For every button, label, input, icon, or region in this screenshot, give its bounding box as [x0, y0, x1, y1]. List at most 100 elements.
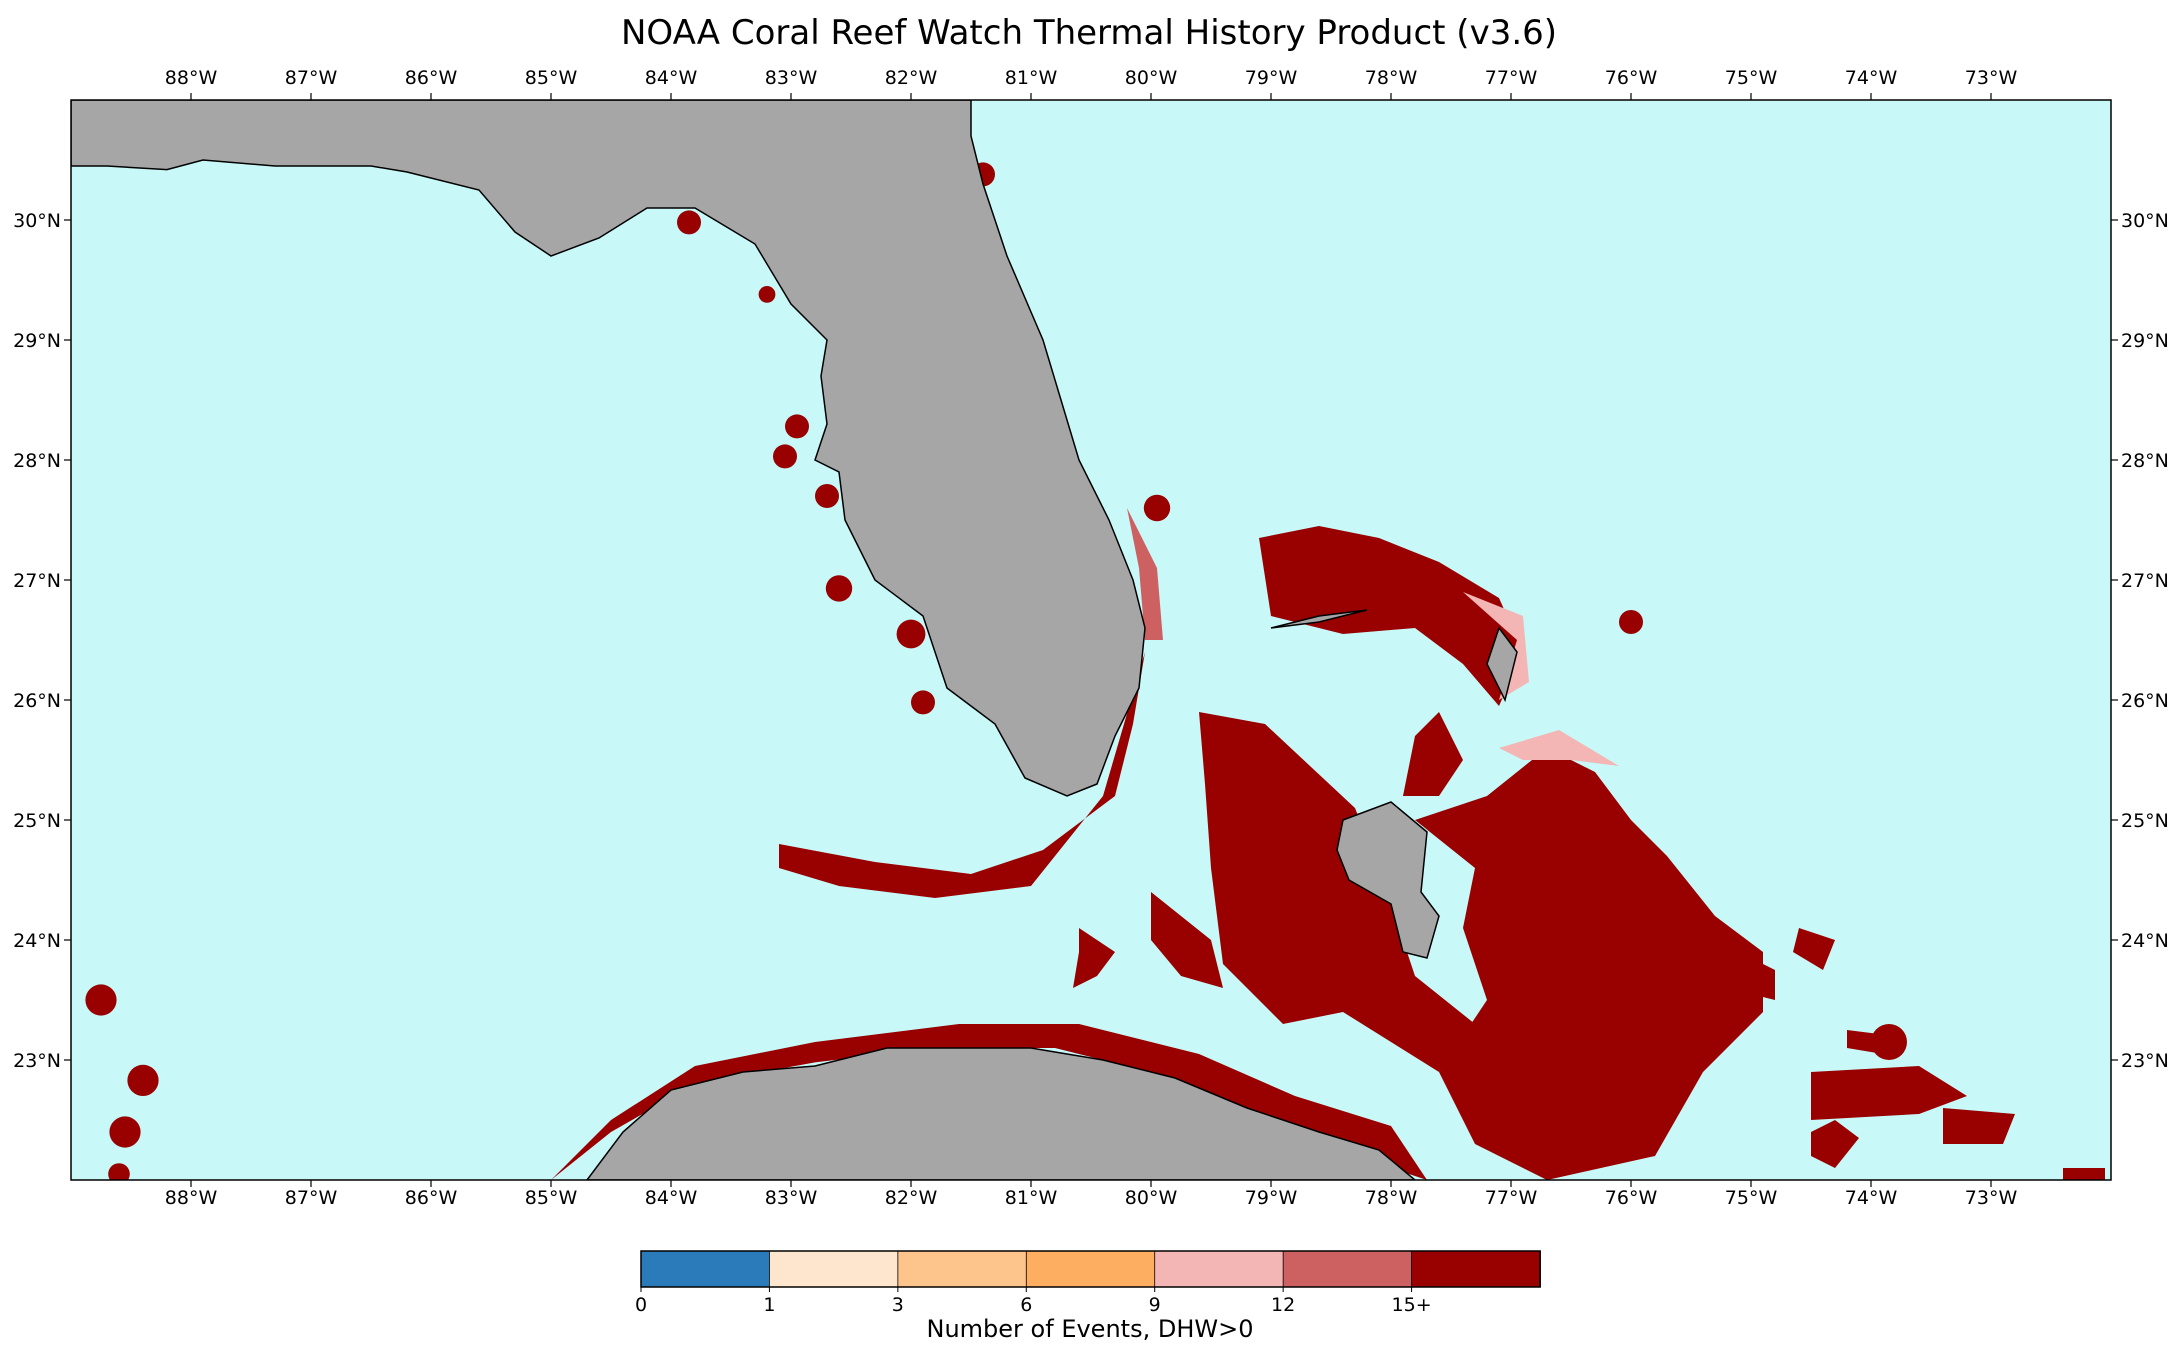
lon-tick-label-bottom: 73°W	[1965, 1187, 2018, 1209]
lat-tick-label-left: 26°N	[13, 690, 61, 712]
colorbar-swatch-4	[1154, 1250, 1285, 1288]
land-great-abaco	[1486, 626, 1518, 703]
thermal-event-region-5	[1199, 712, 1475, 1072]
thermal-event-spot-1	[677, 210, 701, 235]
thermal-event-spot-7	[896, 619, 926, 649]
thermal-event-spot-3	[785, 414, 809, 439]
colorbar-tick-label: 0	[635, 1294, 647, 1316]
thermal-event-region-8	[1499, 730, 1619, 766]
thermal-event-spot-4	[773, 444, 797, 469]
lon-tick-label-bottom: 74°W	[1845, 1187, 1898, 1209]
land-cuba	[586, 1047, 1417, 1180]
thermal-event-spot-2	[758, 286, 776, 303]
thermal-event-spot-6	[825, 575, 853, 602]
thermal-event-region-16	[1811, 1120, 1859, 1168]
thermal-event-spot-15	[1871, 1024, 1907, 1060]
lon-tick-label-bottom: 77°W	[1485, 1187, 1538, 1209]
land-layer	[71, 100, 1518, 1180]
lon-tick-label-top: 77°W	[1485, 67, 1538, 89]
lat-tick-label-right: 28°N	[2121, 450, 2169, 472]
thermal-event-region-6	[1403, 712, 1463, 796]
thermal-event-region-1	[1127, 508, 1163, 640]
lon-tick-label-top: 88°W	[165, 67, 218, 89]
thermal-event-spot-10	[1619, 610, 1643, 634]
thermal-event-spot-5	[815, 484, 839, 508]
thermal-event-spot-13	[109, 1116, 141, 1148]
thermal-event-region-0	[779, 652, 1145, 898]
figure-title: NOAA Coral Reef Watch Thermal History Pr…	[621, 13, 1557, 53]
lon-tick-label-top: 79°W	[1245, 67, 1298, 89]
thermal-event-region-12	[1793, 928, 1835, 970]
thermal-event-layer	[85, 162, 2105, 1180]
thermal-event-spot-11	[85, 984, 117, 1016]
lat-tick-label-left: 24°N	[13, 930, 61, 952]
thermal-event-spot-8	[911, 690, 935, 715]
lon-tick-label-top: 87°W	[285, 67, 338, 89]
lon-tick-label-top: 74°W	[1845, 67, 1898, 89]
lat-tick-label-left: 28°N	[13, 450, 61, 472]
colorbar-tick-label: 6	[1020, 1294, 1032, 1316]
lat-tick-label-right: 29°N	[2121, 330, 2169, 352]
lon-tick-label-bottom: 87°W	[285, 1187, 338, 1209]
lat-tick-label-left: 27°N	[13, 570, 61, 592]
land-florida	[71, 100, 1146, 797]
colorbar-swatch-1	[769, 1250, 899, 1288]
land-grand-bahama	[1270, 609, 1368, 629]
colorbar-tick-label: 15+	[1392, 1294, 1432, 1316]
lon-tick-label-bottom: 88°W	[165, 1187, 218, 1209]
thermal-event-spot-12	[127, 1064, 159, 1096]
lon-tick-label-top: 78°W	[1365, 67, 1418, 89]
colorbar-swatch-6	[1411, 1250, 1541, 1288]
lon-tick-label-top: 84°W	[645, 67, 698, 89]
colorbar-swatch-3	[1025, 1250, 1156, 1288]
lat-tick-label-left: 25°N	[13, 810, 61, 832]
lon-tick-label-top: 75°W	[1725, 67, 1778, 89]
lon-tick-label-bottom: 82°W	[885, 1187, 938, 1209]
lon-tick-label-top: 82°W	[885, 67, 938, 89]
thermal-event-region-13	[1811, 1066, 1967, 1120]
lon-tick-label-top: 73°W	[1965, 67, 2018, 89]
colorbar-tick-label: 3	[892, 1294, 904, 1316]
map-panel[interactable]	[70, 99, 2112, 1185]
lon-tick-label-bottom: 78°W	[1365, 1187, 1418, 1209]
lon-tick-label-top: 76°W	[1605, 67, 1658, 89]
thermal-event-region-17	[2063, 1168, 2105, 1180]
colorbar-tick-label: 1	[763, 1294, 775, 1316]
axis-ticks: 88°W 88°W 87°W 87°W 86°W 86°W 85°W 85°W 84°W 84°W…	[13, 67, 2169, 1209]
lon-tick-label-bottom: 79°W	[1245, 1187, 1298, 1209]
thermal-event-region-3	[1259, 526, 1523, 706]
colorbar: 0 1 3 6 9 12 15+ Number of Events, DHW>0	[635, 1250, 1541, 1343]
lon-tick-label-bottom: 84°W	[645, 1187, 698, 1209]
lon-tick-label-top: 81°W	[1005, 67, 1058, 89]
thermal-event-region-9	[1073, 928, 1115, 988]
lon-tick-label-bottom: 81°W	[1005, 1187, 1058, 1209]
thermal-event-region-2	[551, 1024, 1427, 1180]
land-andros	[1336, 801, 1440, 959]
thermal-event-region-7	[1415, 748, 1763, 1180]
lat-tick-label-right: 26°N	[2121, 690, 2169, 712]
lon-tick-label-top: 85°W	[525, 67, 578, 89]
colorbar-swatch-2	[897, 1250, 1028, 1288]
thermal-event-spot-9	[1143, 494, 1171, 522]
lat-tick-label-right: 23°N	[2121, 1050, 2169, 1072]
lon-tick-label-bottom: 75°W	[1725, 1187, 1778, 1209]
thermal-event-region-15	[1943, 1108, 2015, 1144]
lon-tick-label-bottom: 83°W	[765, 1187, 818, 1209]
colorbar-tick-label: 12	[1271, 1294, 1295, 1316]
lon-tick-label-top: 83°W	[765, 67, 818, 89]
colorbar-frame	[640, 1250, 1541, 1288]
colorbar-label: Number of Events, DHW>0	[927, 1315, 1254, 1343]
map-frame	[70, 99, 2112, 1181]
colorbar-swatch-0	[640, 1250, 771, 1288]
colorbar-tick-label: 9	[1149, 1294, 1161, 1316]
lon-tick-label-bottom: 76°W	[1605, 1187, 1658, 1209]
lon-tick-label-top: 80°W	[1125, 67, 1178, 89]
lat-tick-label-right: 24°N	[2121, 930, 2169, 952]
lat-tick-label-right: 27°N	[2121, 570, 2169, 592]
lat-tick-label-right: 25°N	[2121, 810, 2169, 832]
thermal-event-spot-14	[108, 1163, 130, 1180]
lat-tick-label-left: 23°N	[13, 1050, 61, 1072]
lon-tick-label-top: 86°W	[405, 67, 458, 89]
lat-tick-label-left: 29°N	[13, 330, 61, 352]
